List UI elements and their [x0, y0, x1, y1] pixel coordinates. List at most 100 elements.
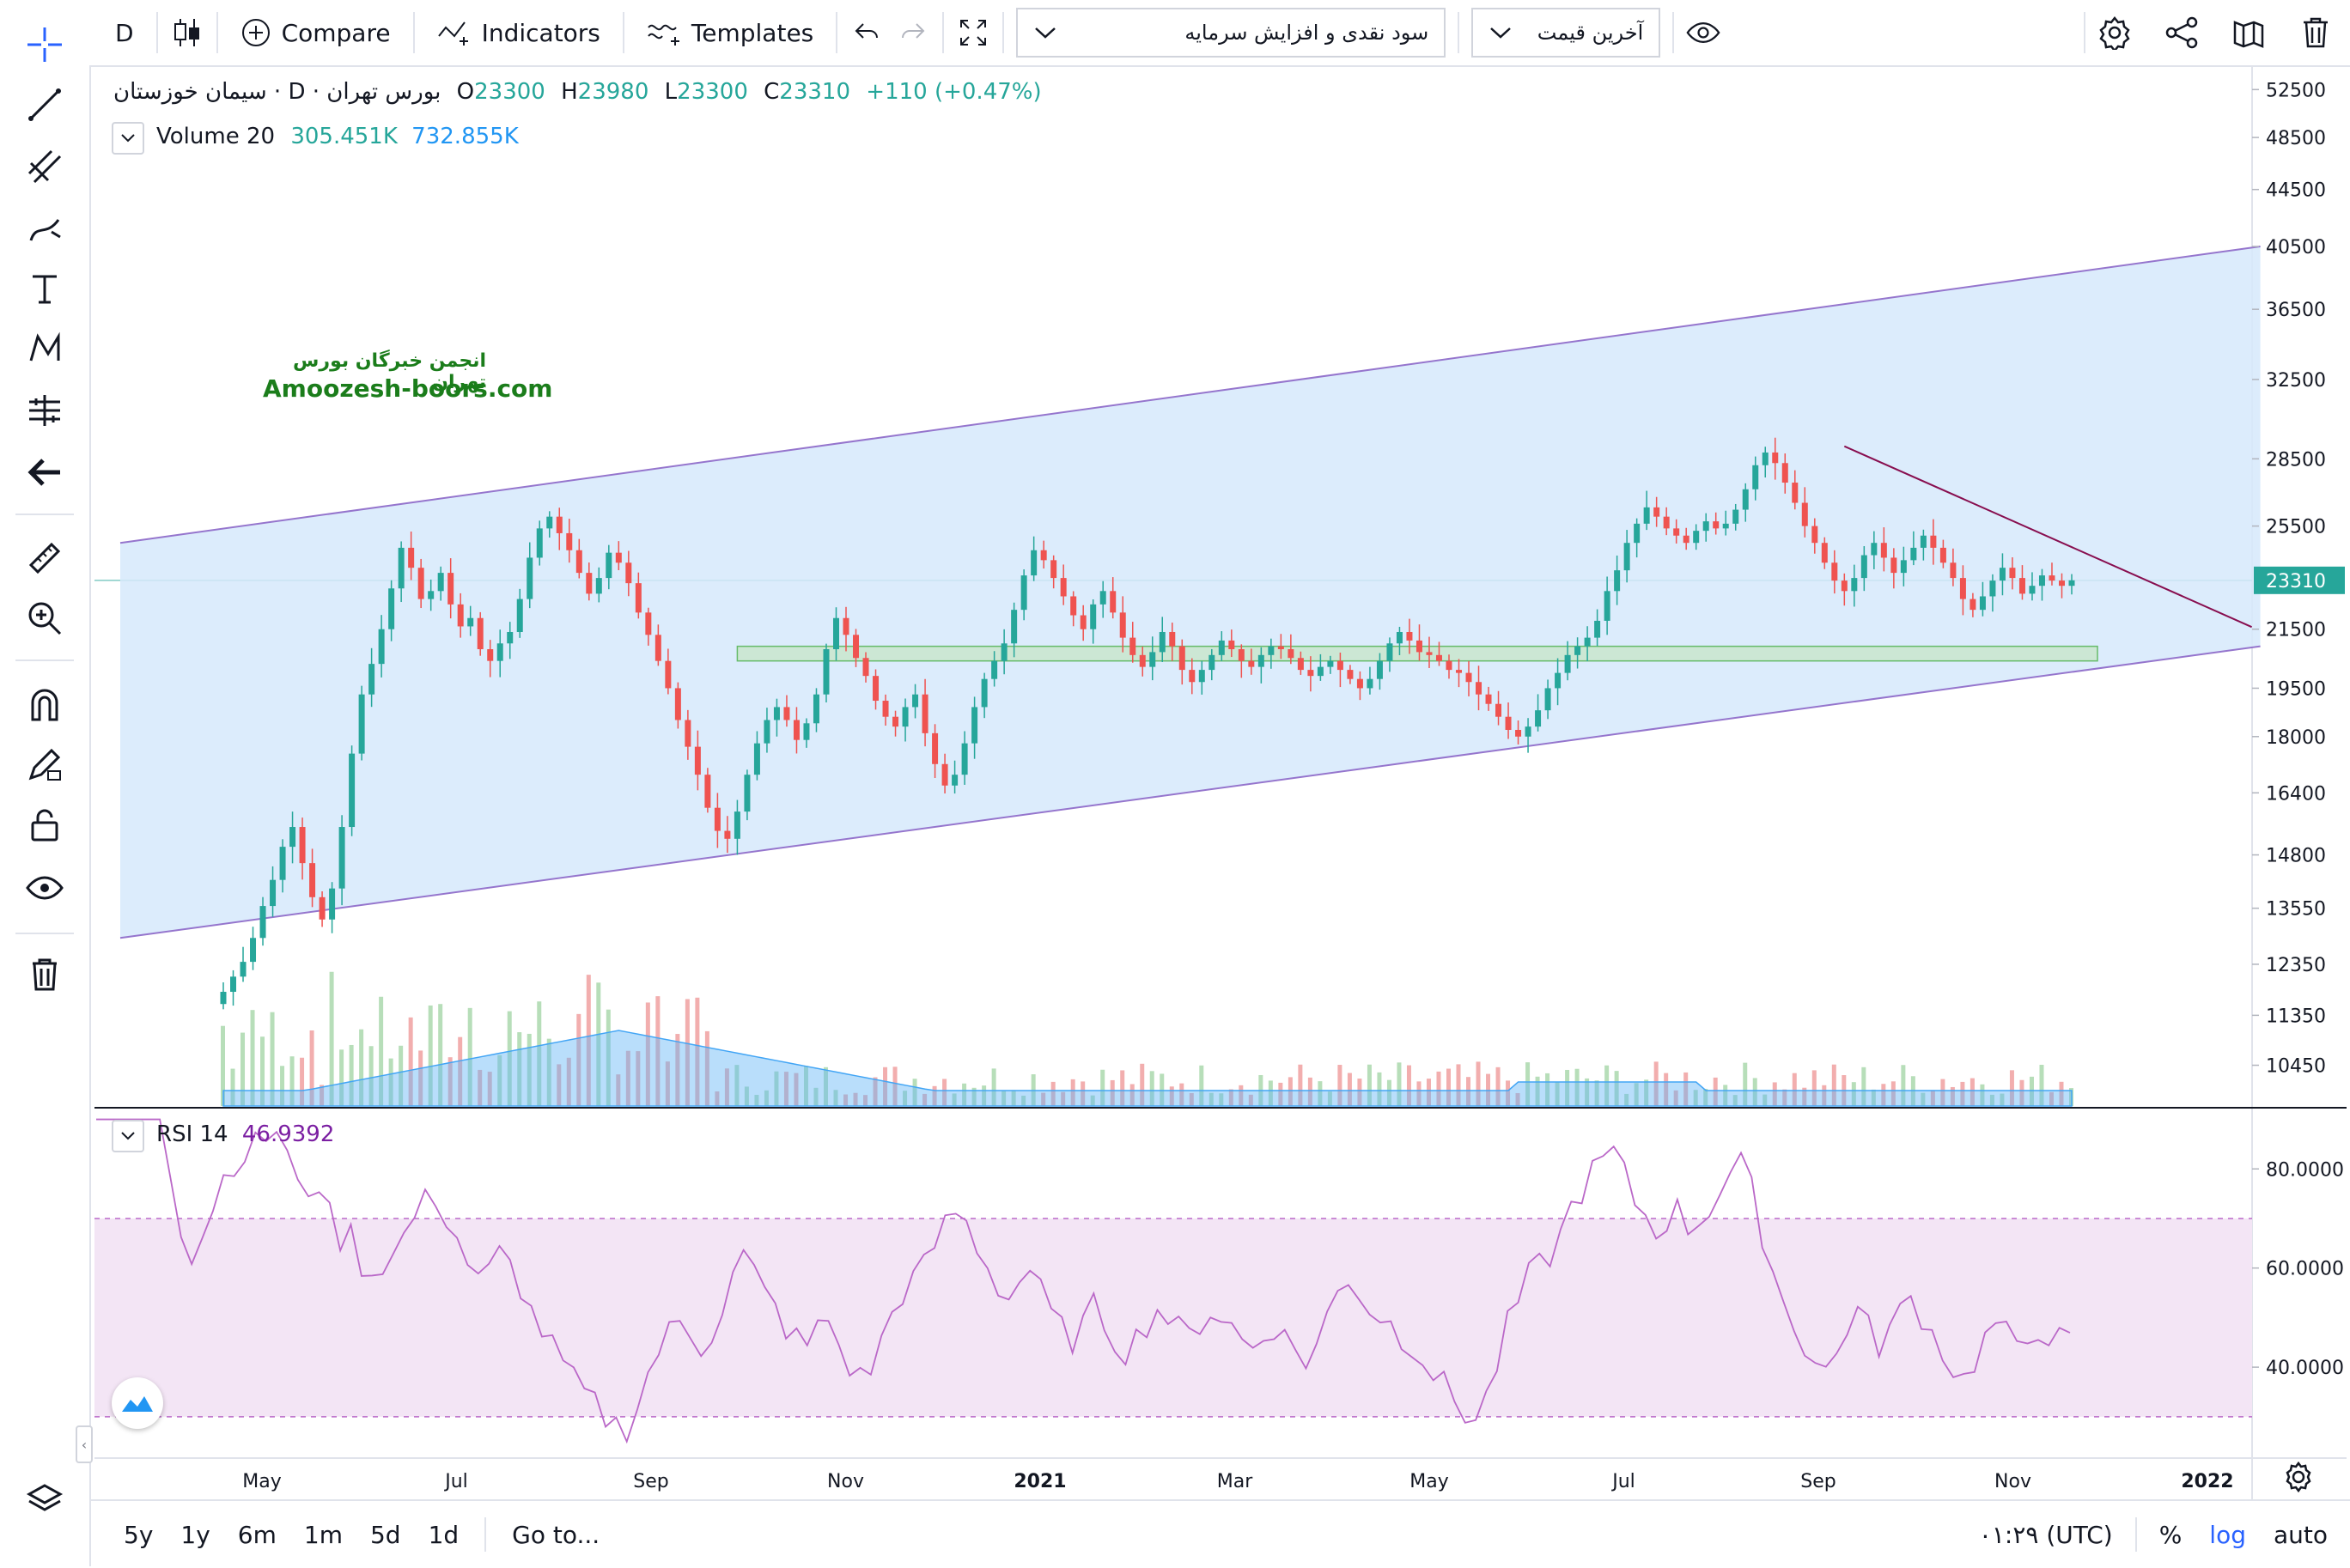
brush-icon[interactable] — [19, 203, 70, 254]
axis-settings-gear-icon[interactable] — [2281, 1460, 2319, 1498]
volume-bar — [1357, 1079, 1362, 1106]
toolbar-divider — [942, 12, 945, 53]
volume-bar — [250, 1010, 255, 1106]
percent-scale-button[interactable]: % — [2158, 1520, 2183, 1549]
candle-body — [586, 573, 593, 594]
chevron-down-icon — [121, 134, 135, 143]
indicators-button[interactable]: Indicators — [427, 7, 611, 58]
log-scale-button[interactable]: log — [2209, 1520, 2246, 1549]
back-arrow-icon[interactable] — [19, 447, 70, 498]
lock-drawing-icon[interactable] — [19, 738, 70, 790]
volume-bar — [952, 1093, 957, 1106]
candles-icon[interactable] — [170, 15, 204, 50]
candle-body — [1722, 523, 1729, 529]
volume-bar — [576, 1013, 581, 1106]
share-icon[interactable] — [2164, 15, 2199, 50]
volume-bar — [1149, 1071, 1154, 1106]
rsi-axis[interactable]: 80.0000 60.0000 40.0000 — [2252, 1159, 2344, 1379]
collapse-toolbar-button[interactable]: ‹ — [76, 1425, 93, 1463]
redo-icon[interactable] — [896, 15, 930, 50]
candle-body — [1515, 730, 1522, 737]
dividends-dropdown[interactable]: سود نقدی و افزایش سرمایه — [1016, 8, 1446, 58]
range-button-5y[interactable]: 5y — [124, 1520, 154, 1549]
candle-body — [1762, 452, 1769, 465]
candle-body — [1683, 535, 1689, 544]
trendline-icon[interactable] — [19, 79, 70, 131]
fullscreen-icon[interactable] — [956, 15, 990, 50]
candle-body — [358, 694, 365, 754]
goto-button[interactable]: Go to... — [512, 1520, 600, 1549]
rsi-collapse-button[interactable] — [112, 1120, 144, 1152]
candle-body — [932, 732, 939, 764]
volume-bar — [1021, 1095, 1026, 1106]
volume-bar — [1555, 1082, 1560, 1106]
time-axis[interactable]: May Jul Sep Nov 2021 Mar May Jul Sep Nov 2022 — [242, 1471, 2233, 1492]
chart-area[interactable]: 52500 48500 44500 40500 36500 32500 28500 25500… — [89, 67, 2347, 1499]
range-button-1m[interactable]: 1m — [303, 1520, 343, 1549]
volume-bar — [240, 1032, 246, 1106]
volume-bar — [1871, 1089, 1876, 1106]
price-tick-label: 36500 — [2266, 300, 2326, 321]
candle-body — [1535, 710, 1542, 727]
zoom-in-icon[interactable] — [19, 593, 70, 644]
rsi-label[interactable]: RSI 14 — [156, 1121, 228, 1147]
candle-body — [892, 716, 899, 727]
volume-bar — [1406, 1065, 1411, 1106]
eye-icon[interactable] — [19, 862, 70, 914]
trash-icon[interactable] — [2298, 15, 2333, 50]
candle-body — [575, 550, 582, 574]
volume-bar — [1278, 1082, 1283, 1106]
candle-body — [1415, 640, 1422, 653]
crosshair-icon[interactable] — [19, 19, 70, 70]
candle-body — [1623, 543, 1630, 571]
volume-bar — [774, 1071, 779, 1106]
candle-body — [240, 962, 247, 977]
high-label: H — [561, 79, 578, 105]
range-button-1d[interactable]: 1d — [428, 1520, 460, 1549]
volume-bars — [221, 971, 2073, 1107]
range-button-6m[interactable]: 6m — [237, 1520, 277, 1549]
undo-icon[interactable] — [849, 15, 884, 50]
volume-bar — [280, 1066, 285, 1106]
prediction-icon[interactable] — [19, 385, 70, 436]
snapshot-icon[interactable] — [2231, 15, 2266, 50]
range-button-1y[interactable]: 1y — [180, 1520, 210, 1549]
price-type-dropdown[interactable]: آخرین قیمت — [1471, 8, 1661, 58]
candle-body — [1257, 654, 1264, 667]
channel-lower-line — [119, 645, 2261, 939]
gear-icon[interactable] — [2097, 15, 2132, 50]
volume-bar — [1327, 1091, 1332, 1106]
candle-body — [398, 547, 405, 589]
candle-body — [764, 720, 770, 744]
volume-collapse-button[interactable] — [112, 122, 144, 155]
volume-bar — [1614, 1071, 1619, 1106]
candle-body — [1228, 640, 1235, 650]
layers-icon[interactable] — [19, 1474, 70, 1525]
candle-body — [803, 723, 810, 740]
templates-button[interactable]: Templates — [636, 7, 824, 58]
fib-icon[interactable] — [19, 141, 70, 192]
text-icon[interactable] — [19, 263, 70, 314]
volume-value: 305.451K — [290, 124, 398, 149]
interval-button[interactable]: D — [89, 7, 144, 58]
pattern-icon[interactable] — [19, 323, 70, 374]
trash-icon[interactable] — [19, 948, 70, 1000]
price-axis[interactable]: 52500 48500 44500 40500 36500 32500 28500 25500… — [2252, 80, 2345, 1078]
volume-bar — [1081, 1081, 1086, 1106]
tradingview-logo-icon[interactable] — [112, 1377, 163, 1429]
magnet-icon[interactable] — [19, 678, 70, 730]
candle-body — [1149, 652, 1156, 667]
unlock-icon[interactable] — [19, 799, 70, 850]
range-button-5d[interactable]: 5d — [369, 1520, 401, 1549]
compare-button[interactable]: Compare — [230, 7, 401, 58]
timezone-button[interactable]: ۰۱:۲۹ (UTC) — [1978, 1520, 2113, 1549]
symbol-name[interactable]: سیمان خوزستان · D · بورس تهران — [113, 79, 441, 105]
templates-icon — [648, 24, 679, 46]
volume-bar — [715, 1091, 720, 1106]
volume-label[interactable]: Volume 20 — [156, 124, 276, 149]
watermark: انجمن خبرگان بورس تهران — [263, 350, 486, 393]
ruler-icon[interactable] — [19, 532, 70, 584]
open-value: 23300 — [474, 79, 545, 105]
auto-scale-button[interactable]: auto — [2273, 1520, 2328, 1549]
eye-icon[interactable] — [1686, 15, 1720, 50]
